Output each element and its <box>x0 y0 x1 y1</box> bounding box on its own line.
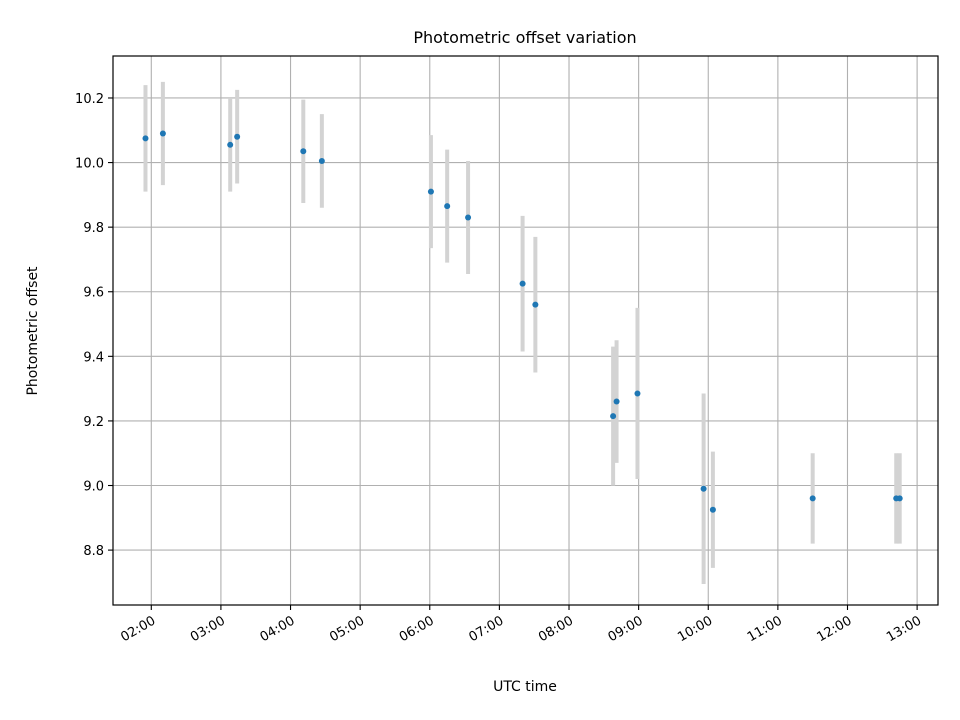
y-tick-label: 10.2 <box>75 92 104 107</box>
data-point <box>610 413 617 420</box>
x-tick-label: 04:00 <box>258 613 298 645</box>
x-tick-label: 07:00 <box>466 613 506 645</box>
data-point <box>896 495 903 502</box>
plot-area-frame <box>112 55 939 606</box>
y-tick-label: 9.0 <box>83 480 104 495</box>
y-tick-label: 9.8 <box>83 221 104 236</box>
data-point <box>159 130 166 137</box>
data-point <box>427 188 434 195</box>
data-point <box>444 203 451 210</box>
data-point <box>300 148 307 155</box>
data-point <box>613 398 620 405</box>
data-point <box>234 133 241 140</box>
x-axis-label: UTC time <box>493 679 557 695</box>
x-tick-label: 05:00 <box>327 613 367 645</box>
error-bars <box>143 81 902 585</box>
y-tick-label: 8.8 <box>83 544 104 559</box>
data-point <box>465 214 472 221</box>
data-point <box>519 280 526 287</box>
x-axis-ticks: 02:00 03:00 04:00 05:00 06:00 07:00 08:00 09:00… <box>118 605 924 645</box>
data-point <box>318 157 325 164</box>
y-axis-label: Photometric offset <box>25 266 41 396</box>
data-point <box>700 485 707 492</box>
x-tick-label: 13:00 <box>884 613 924 645</box>
x-tick-label: 06:00 <box>397 613 437 645</box>
grid <box>113 56 938 605</box>
x-tick-label: 12:00 <box>815 613 855 645</box>
x-tick-label: 09:00 <box>606 613 646 645</box>
data-point <box>634 390 641 397</box>
data-point <box>142 135 149 142</box>
data-point <box>532 301 539 308</box>
y-tick-label: 9.6 <box>83 286 104 301</box>
data-point <box>809 495 816 502</box>
y-tick-label: 9.2 <box>83 415 104 430</box>
chart-title: Photometric offset variation <box>413 28 636 47</box>
x-tick-label: 02:00 <box>118 613 158 645</box>
x-tick-label: 11:00 <box>745 613 785 645</box>
data-point <box>227 141 234 148</box>
y-tick-label: 9.4 <box>83 350 104 365</box>
y-tick-label: 10.0 <box>75 157 104 172</box>
x-tick-label: 08:00 <box>536 613 576 645</box>
y-axis-ticks: 8.8 9.0 9.2 9.4 9.6 9.8 10.0 10.2 <box>75 92 113 559</box>
data-points <box>142 130 903 513</box>
x-tick-label: 03:00 <box>188 613 228 645</box>
x-tick-label: 10:00 <box>675 613 715 645</box>
data-point <box>709 506 716 513</box>
